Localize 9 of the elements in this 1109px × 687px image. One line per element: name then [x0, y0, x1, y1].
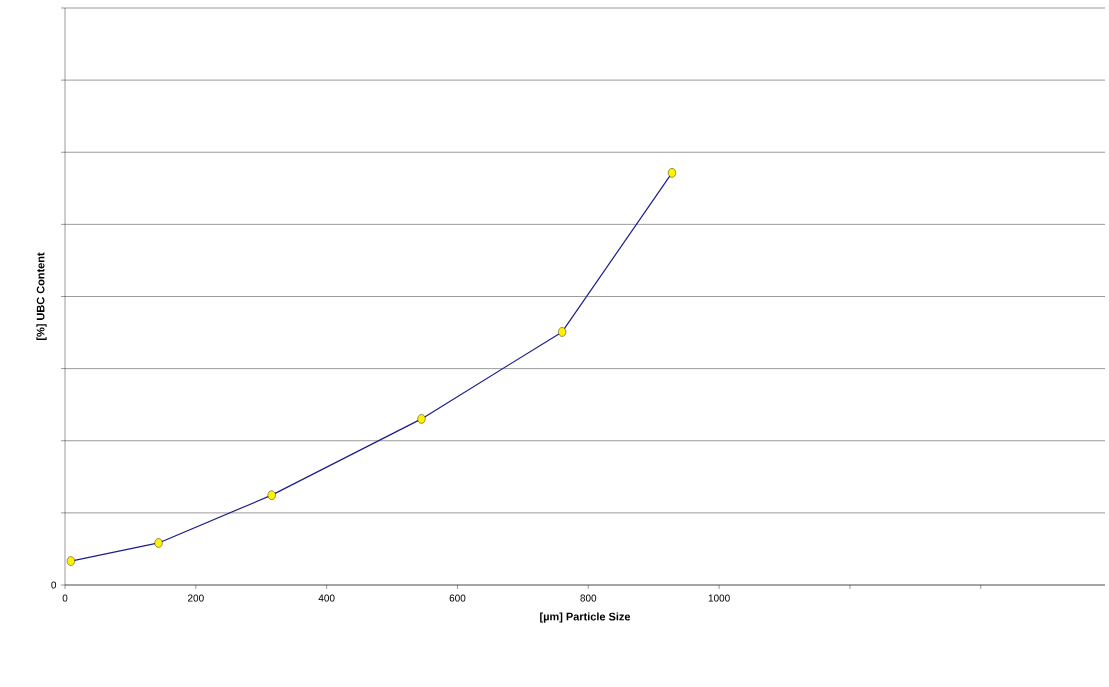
x-tick-label: 400 — [318, 594, 335, 602]
x-tick-label: 1000 — [708, 594, 730, 602]
x-tick-label: 600 — [449, 594, 466, 602]
x-axis-title: [µm] Particle Size — [540, 612, 631, 623]
x-tick-label: 800 — [580, 594, 597, 602]
text: 0 — [51, 581, 57, 589]
x-tick-label: 200 — [188, 594, 204, 602]
y-axis-title: [%] UBC Content — [36, 252, 47, 341]
x-tick-label: 0 — [62, 594, 68, 602]
